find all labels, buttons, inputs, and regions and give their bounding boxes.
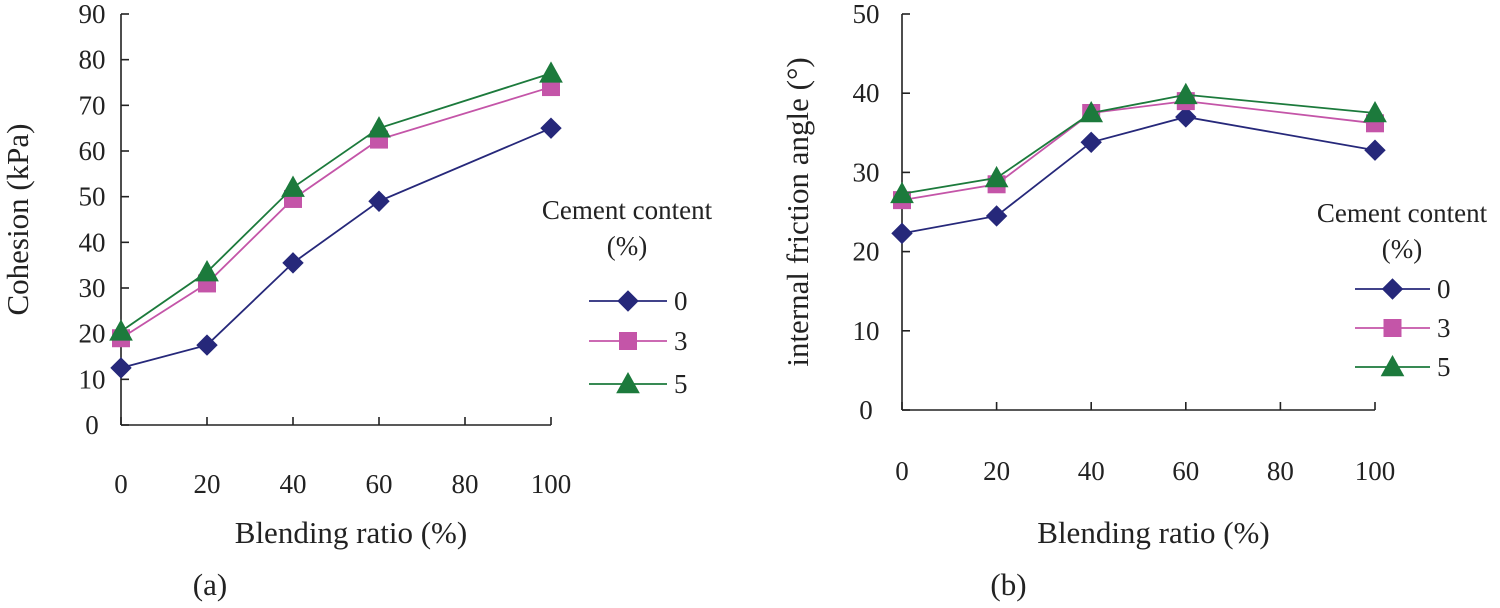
y-tick-label: 50 [79,182,106,212]
data-point-series-0 [540,117,562,139]
data-point-series-0 [282,252,304,274]
y-tick-label: 60 [79,136,106,166]
legend-label-5: 5 [1437,352,1451,382]
legend-marker-0 [617,290,639,312]
x-tick-label: 60 [366,469,393,499]
data-point-series-0 [196,334,218,356]
legend-title-unit: (%) [1382,234,1422,264]
y-tick-label: 10 [79,364,106,394]
legend-marker-5 [1380,354,1405,377]
y-tick-label: 10 [853,316,880,346]
y-tick-label: 30 [79,273,106,303]
x-tick-label: 0 [114,469,128,499]
series-line-3 [901,100,1376,202]
x-tick-label: 40 [280,469,307,499]
data-point-series-0 [368,190,390,212]
y-tick-label: 40 [79,227,106,257]
legend-marker-3 [619,332,637,350]
data-point-series-5 [1173,82,1198,105]
y-axis-title: internal friction angle (°) [780,57,815,366]
x-tick-label: 40 [1078,456,1105,486]
x-tick-label: 20 [983,456,1010,486]
data-point-series-5 [1079,100,1104,123]
y-tick-label: 40 [853,78,880,108]
series-line-5 [120,72,552,333]
x-tick-label: 60 [1172,456,1199,486]
series-line-0 [901,116,1376,235]
legend-title-unit: (%) [607,231,647,261]
y-tick-label: 70 [79,90,106,120]
data-point-series-5 [984,165,1009,188]
legend-marker-3 [1383,319,1402,337]
legend-marker-5 [616,371,640,394]
y-axis-title: Cohesion (kPa) [0,123,35,315]
series-line-3 [120,86,552,339]
x-tick-label: 80 [1267,456,1294,486]
series-line-0 [120,127,552,369]
data-point-series-5 [539,61,563,83]
legend-title: Cement content [1317,198,1488,228]
legend-label-0: 0 [674,286,688,316]
data-point-series-0 [110,357,132,379]
series-line-5 [901,93,1376,195]
legend-title: Cement content [542,195,713,225]
legend-label-3: 3 [674,326,688,356]
data-point-series-0 [1080,131,1102,154]
legend-label-5: 5 [674,369,688,399]
panel-label: (a) [193,567,227,602]
data-point-series-0 [891,222,913,245]
data-point-series-5 [1363,100,1387,123]
data-point-series-0 [985,205,1008,227]
legend-label-3: 3 [1437,313,1451,343]
x-axis-title: Blending ratio (%) [1037,515,1269,550]
legend-marker-0 [1381,278,1404,300]
y-tick-label: 50 [853,0,880,29]
data-point-series-5 [109,319,133,341]
y-tick-label: 20 [853,237,880,267]
y-tick-label: 80 [79,45,106,75]
x-tick-label: 0 [895,456,909,486]
y-tick-label: 30 [853,157,880,187]
legend-label-0: 0 [1437,274,1451,304]
y-tick-label: 0 [85,410,99,440]
data-point-series-5 [281,175,305,197]
y-tick-label: 90 [79,0,106,29]
data-point-series-5 [890,181,914,204]
x-axis-title: Blending ratio (%) [235,515,467,550]
data-point-series-5 [195,259,219,282]
x-tick-label: 100 [531,469,572,499]
x-tick-label: 20 [194,469,221,499]
y-tick-label: 0 [859,395,873,425]
x-tick-label: 80 [452,469,479,499]
x-tick-label: 100 [1355,456,1396,486]
y-tick-label: 20 [79,319,106,349]
panel-label: (b) [990,567,1026,602]
data-point-series-0 [1175,106,1197,128]
data-point-series-5 [367,116,391,138]
data-point-series-0 [1364,139,1386,161]
